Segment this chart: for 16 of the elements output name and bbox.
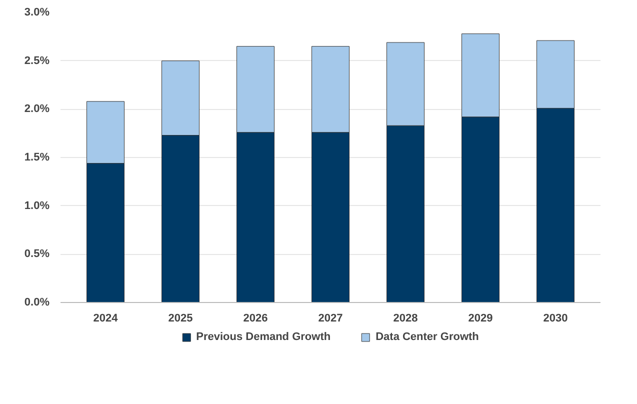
y-tick-label: 0.5% bbox=[24, 248, 50, 260]
x-tick-label: 2030 bbox=[543, 312, 568, 324]
x-tick-label: 2028 bbox=[393, 312, 418, 324]
y-tick-label: 1.5% bbox=[24, 152, 50, 164]
y-tick-label: 0.0% bbox=[24, 296, 50, 308]
x-tick-label: 2029 bbox=[468, 312, 493, 324]
x-tick-label: 2026 bbox=[243, 312, 268, 324]
y-tick-label: 1.0% bbox=[24, 200, 50, 212]
legend-label: Data Center Growth bbox=[376, 331, 479, 343]
x-tick-label: 2027 bbox=[318, 312, 343, 324]
y-tick-label: 2.5% bbox=[24, 54, 50, 67]
x-tick-label: 2025 bbox=[168, 312, 193, 324]
legend-label: Previous Demand Growth bbox=[196, 331, 331, 343]
x-tick-label: 2024 bbox=[93, 312, 119, 324]
y-tick-label: 3.0% bbox=[24, 6, 50, 18]
y-tick-label: 2.0% bbox=[24, 103, 50, 116]
